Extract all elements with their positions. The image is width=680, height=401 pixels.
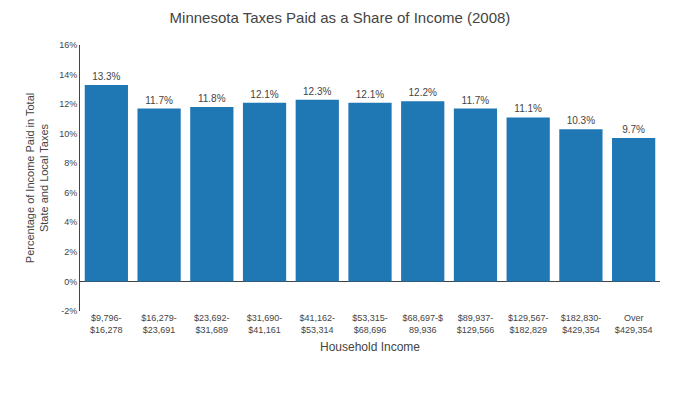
svg-text:$16,279-$23,691: $16,279-$23,691 [141, 313, 177, 335]
svg-text:$129,567-$182,829: $129,567-$182,829 [508, 313, 549, 335]
svg-text:$182,830-$429,354: $182,830-$429,354 [561, 313, 602, 335]
svg-text:$53,315-$68,696: $53,315-$68,696 [352, 313, 388, 335]
svg-text:16%: 16% [59, 40, 77, 50]
svg-text:12.1%: 12.1% [250, 89, 278, 100]
svg-text:11.7%: 11.7% [462, 95, 490, 106]
svg-text:Over$429,354: Over$429,354 [615, 313, 653, 335]
svg-text:8%: 8% [64, 158, 77, 168]
svg-text:2%: 2% [64, 247, 77, 257]
svg-text:$41,162-$53,314: $41,162-$53,314 [300, 313, 336, 335]
svg-text:-2%: -2% [61, 306, 77, 316]
svg-text:$68,697-$89,936: $68,697-$89,936 [402, 313, 443, 335]
svg-text:$89,937-$129,566: $89,937-$129,566 [457, 313, 495, 335]
svg-text:6%: 6% [64, 188, 77, 198]
svg-text:$31,690-$41,161: $31,690-$41,161 [247, 313, 283, 335]
svg-text:4%: 4% [64, 217, 77, 227]
svg-text:12%: 12% [59, 99, 77, 109]
svg-text:12.3%: 12.3% [303, 86, 331, 97]
svg-text:Household Income: Household Income [320, 340, 420, 354]
svg-text:$9,796-$16,278: $9,796-$16,278 [90, 313, 123, 335]
svg-text:10%: 10% [59, 129, 77, 139]
svg-text:10.3%: 10.3% [567, 115, 595, 126]
svg-text:11.8%: 11.8% [198, 93, 226, 104]
svg-text:9.7%: 9.7% [622, 124, 645, 135]
svg-text:12.1%: 12.1% [356, 89, 384, 100]
svg-text:Minnesota Taxes Paid as a Shar: Minnesota Taxes Paid as a Share of Incom… [170, 9, 511, 26]
svg-text:Percentage of Income Paid in T: Percentage of Income Paid in TotalState … [24, 93, 50, 263]
svg-text:11.7%: 11.7% [145, 95, 173, 106]
svg-text:14%: 14% [59, 70, 77, 80]
svg-text:12.2%: 12.2% [408, 87, 436, 98]
svg-text:$23,692-$31,689: $23,692-$31,689 [194, 313, 230, 335]
svg-text:13.3%: 13.3% [92, 71, 120, 82]
svg-text:11.1%: 11.1% [514, 103, 542, 114]
svg-text:0%: 0% [64, 277, 77, 287]
